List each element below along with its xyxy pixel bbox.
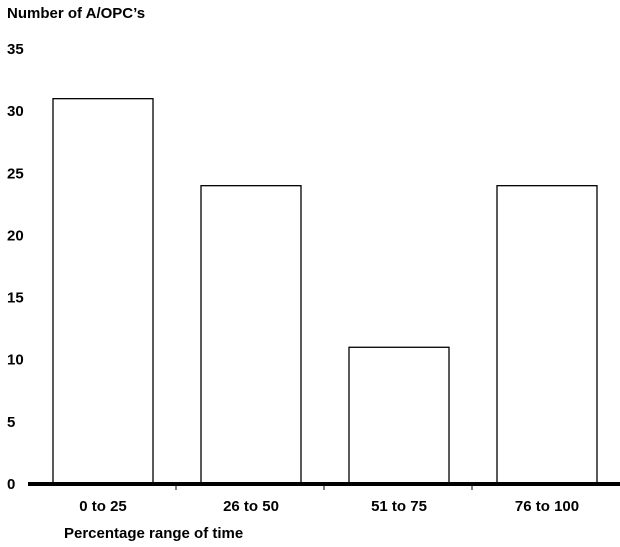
bar [348, 346, 450, 485]
x-tick-labels: 0 to 25 26 to 50 51 to 75 76 to 100 [79, 484, 579, 515]
y-tick-label: 20 [7, 227, 24, 244]
x-tick-label: 76 to 100 [515, 498, 579, 515]
y-tick-label: 15 [7, 290, 24, 307]
y-tick-label: 5 [7, 414, 15, 431]
y-tick-labels: 0 5 10 15 20 25 30 35 [7, 41, 24, 493]
x-tick-label: 51 to 75 [371, 498, 427, 515]
y-tick-label: 0 [7, 476, 15, 493]
y-tick-label: 35 [7, 41, 24, 58]
x-axis-label: Percentage range of time [64, 525, 243, 542]
y-tick-label: 25 [7, 165, 24, 182]
bar [200, 185, 302, 485]
bar [52, 98, 154, 485]
bars [52, 98, 598, 485]
y-axis-label: Number of A/OPC’s [7, 5, 145, 22]
y-tick-label: 10 [7, 352, 24, 369]
y-tick-label: 30 [7, 103, 24, 120]
x-tick-label: 26 to 50 [223, 498, 279, 515]
bar [496, 185, 598, 485]
x-tick-label: 0 to 25 [79, 498, 127, 515]
